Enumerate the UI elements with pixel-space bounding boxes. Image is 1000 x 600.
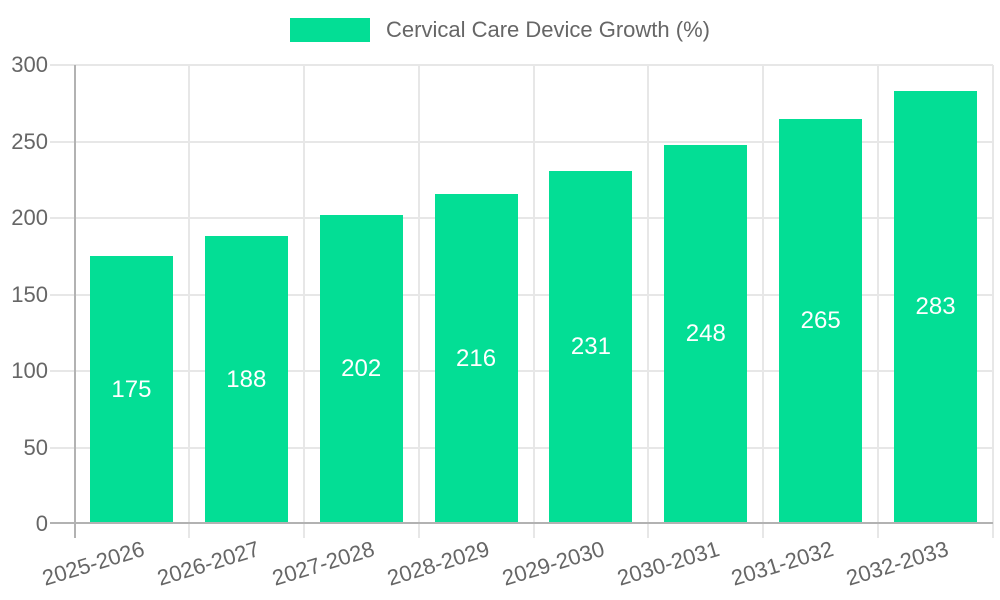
x-axis-tick-label: 2025-2026 (39, 536, 148, 591)
plot-area: 175 188 202 216 231 248 265 283 (50, 64, 994, 538)
y-gridline (50, 140, 993, 143)
bar-2028-2029[interactable]: 216 (434, 193, 518, 524)
legend-swatch (290, 18, 371, 42)
x-axis-tick-label: 2030-2031 (613, 536, 722, 591)
y-axis-tick-label: 50 (23, 434, 48, 460)
bar-value-label: 231 (570, 333, 611, 361)
y-axis-tick-label: 0 (35, 511, 48, 536)
x-gridline (877, 65, 880, 538)
x-axis-tick-label: 2032-2033 (843, 536, 952, 591)
bar-value-label: 202 (341, 355, 382, 383)
y-gridline (50, 217, 993, 219)
bar-value-label: 265 (800, 307, 841, 335)
x-axis-tick-label: 2031-2032 (728, 536, 837, 591)
y-axis-tick-label: 250 (11, 128, 48, 154)
y-axis-tick-label: 200 (11, 205, 48, 230)
bar-2031-2032[interactable]: 265 (779, 118, 863, 524)
legend[interactable]: Cervical Care Device Growth (%) (0, 18, 1000, 42)
y-gridline (50, 293, 993, 296)
bar-value-label: 248 (685, 320, 726, 348)
y-axis-line (74, 65, 76, 538)
bar-value-label: 216 (456, 344, 497, 372)
y-axis-tick-label: 150 (11, 281, 48, 307)
x-axis-tick-label: 2026-2027 (154, 536, 263, 591)
x-axis-tick-label: 2029-2030 (499, 536, 607, 591)
x-gridline (532, 65, 535, 538)
bar-2029-2030[interactable]: 231 (549, 170, 633, 524)
bar-2027-2028[interactable]: 202 (319, 214, 403, 524)
x-gridline (647, 65, 650, 538)
bar-value-label: 188 (226, 366, 267, 394)
x-axis-line (50, 522, 993, 524)
y-gridline (50, 64, 993, 66)
x-gridline (302, 65, 305, 538)
bar-2025-2026[interactable]: 175 (89, 256, 173, 524)
x-gridline (187, 65, 190, 538)
x-gridline (417, 65, 420, 538)
x-gridline (762, 65, 765, 538)
bar-2026-2027[interactable]: 188 (204, 236, 288, 524)
legend-label: Cervical Care Device Growth (%) (386, 17, 710, 42)
x-gridline (992, 65, 994, 538)
bar-value-label: 175 (111, 376, 152, 404)
bar-2030-2031[interactable]: 248 (664, 144, 748, 524)
x-axis-tick-label: 2027-2028 (269, 536, 378, 591)
bar-2032-2033[interactable]: 283 (894, 91, 978, 524)
y-gridline (50, 370, 993, 372)
x-axis-tick-label: 2028-2029 (384, 536, 493, 591)
y-axis-tick-label: 100 (11, 358, 48, 383)
bar-value-label: 283 (915, 293, 956, 321)
y-gridline (50, 446, 993, 449)
y-axis-tick-label: 300 (11, 52, 48, 77)
